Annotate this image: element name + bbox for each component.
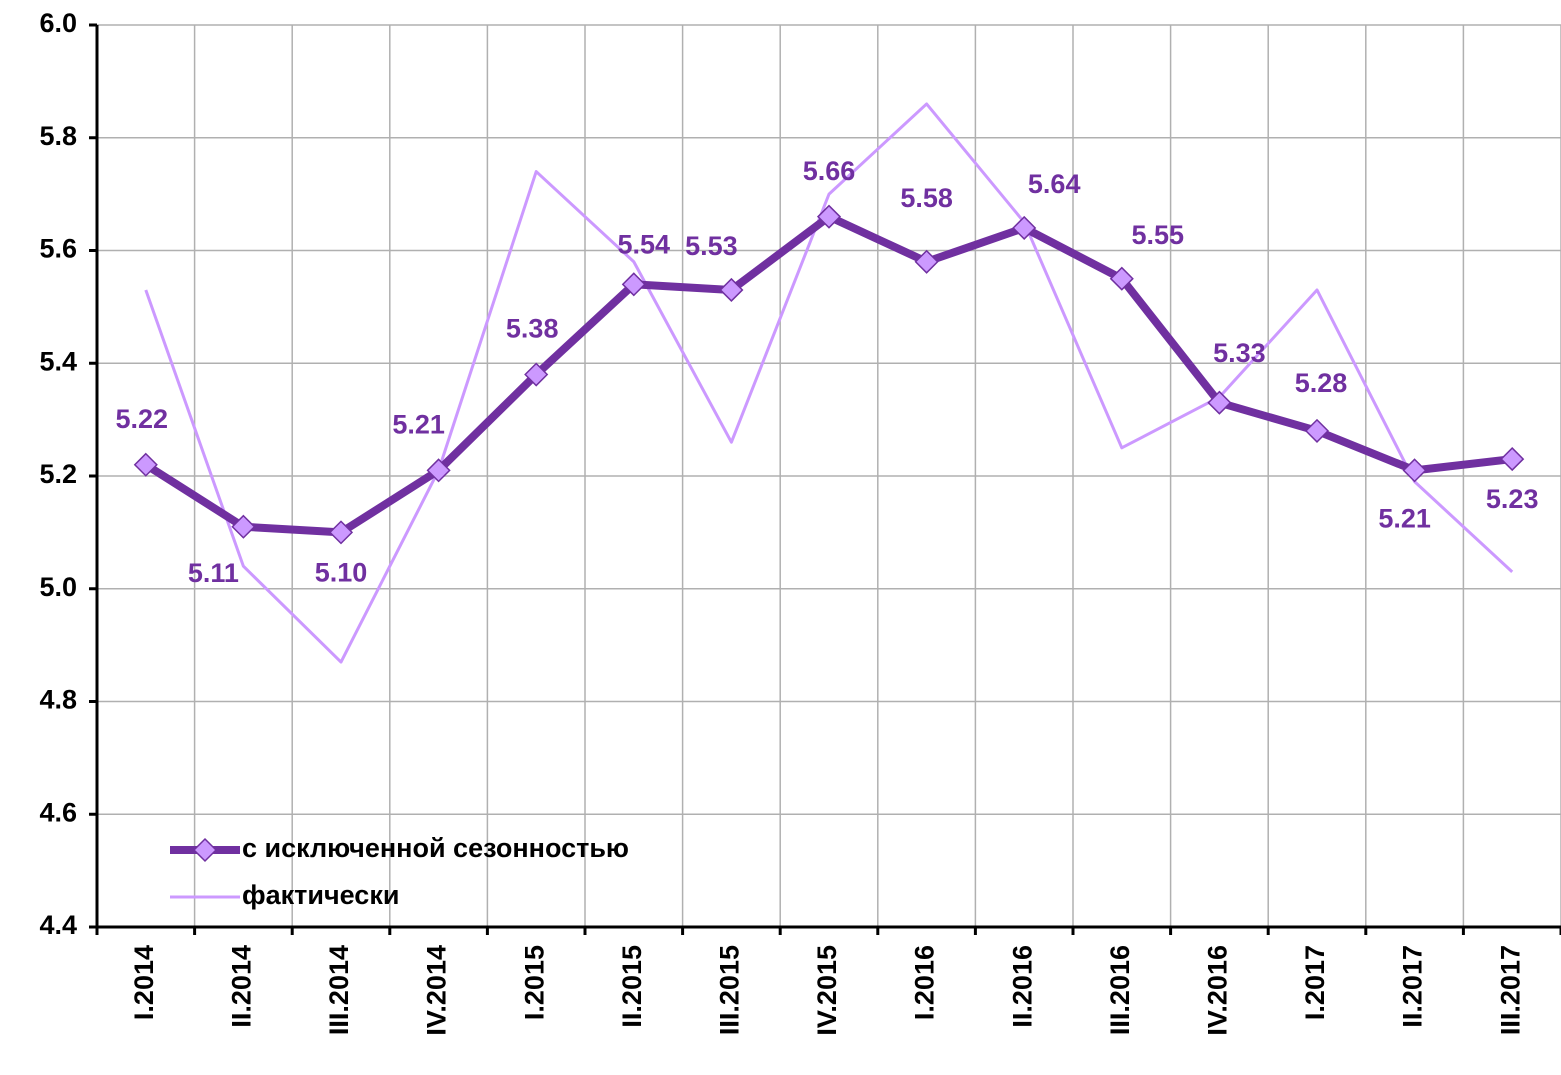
data-label: 5.58: [900, 183, 953, 213]
data-label: 5.10: [315, 558, 368, 588]
legend-marker: [192, 837, 218, 863]
data-label: 5.11: [188, 558, 239, 588]
data-label: 5.22: [116, 404, 169, 434]
marker: [328, 520, 354, 545]
x-tick-label: IV.2014: [422, 945, 452, 1036]
y-tick-label: 4.4: [39, 910, 77, 940]
data-label: 5.64: [1028, 169, 1081, 199]
x-tick-label: I.2014: [129, 945, 159, 1020]
legend-label: с исключенной сезонностью: [242, 833, 629, 863]
marker: [1402, 458, 1427, 483]
marker: [1207, 390, 1232, 415]
marker: [816, 204, 842, 229]
y-tick-label: 5.2: [39, 459, 77, 489]
y-tick-label: 5.6: [39, 234, 77, 264]
data-label: 5.23: [1486, 484, 1539, 514]
y-tick-label: 4.8: [39, 685, 77, 715]
marker: [231, 514, 256, 539]
data-label: 5.54: [618, 229, 671, 259]
x-tick-label: I.2015: [519, 945, 549, 1020]
x-tick-label: III.2014: [324, 945, 354, 1035]
x-tick-label: II.2016: [1007, 945, 1037, 1028]
x-tick-label: II.2017: [1398, 945, 1428, 1028]
marker: [524, 362, 549, 387]
data-label: 5.21: [1378, 503, 1431, 533]
data-label: 5.28: [1295, 368, 1348, 398]
data-label: 5.53: [685, 231, 738, 261]
y-tick-label: 5.8: [39, 121, 77, 151]
data-label: 5.55: [1132, 220, 1185, 250]
x-tick-label: III.2017: [1495, 945, 1525, 1035]
x-tick-label: IV.2016: [1203, 945, 1233, 1036]
series-line: [144, 102, 1514, 664]
marker: [426, 458, 451, 483]
marker: [1304, 418, 1330, 443]
x-tick-label: III.2016: [1105, 945, 1135, 1035]
x-tick-label: II.2014: [227, 945, 257, 1028]
legend-label: фактически: [242, 880, 399, 910]
data-label: 5.66: [803, 156, 856, 186]
marker: [1109, 266, 1134, 291]
y-tick-label: 4.6: [39, 797, 77, 827]
data-label: 5.21: [392, 409, 445, 439]
data-label: 5.38: [506, 314, 559, 344]
y-tick-label: 5.4: [39, 346, 77, 376]
x-tick-label: I.2016: [910, 945, 940, 1020]
marker: [621, 272, 646, 297]
marker: [133, 452, 158, 477]
x-tick-label: IV.2015: [812, 945, 842, 1036]
y-tick-label: 6.0: [39, 8, 77, 38]
x-tick-label: III.2015: [715, 945, 745, 1035]
marker: [914, 249, 939, 274]
y-tick-label: 5.0: [39, 572, 77, 602]
marker: [719, 277, 744, 303]
x-tick-label: I.2017: [1300, 945, 1330, 1020]
data-label: 5.33: [1213, 338, 1266, 368]
marker: [1500, 447, 1525, 472]
marker: [1012, 215, 1037, 241]
x-tick-label: II.2015: [617, 945, 647, 1028]
